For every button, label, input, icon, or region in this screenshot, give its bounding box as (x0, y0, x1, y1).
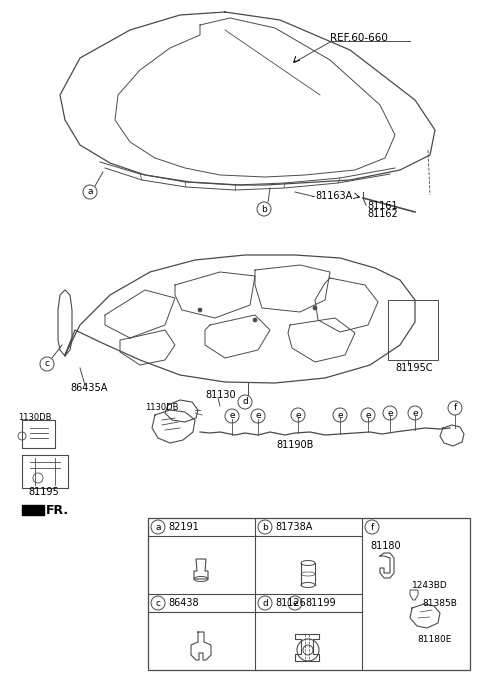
Text: d: d (262, 598, 268, 608)
Text: 81195: 81195 (28, 487, 59, 497)
Text: 81190B: 81190B (276, 440, 314, 450)
Text: e: e (295, 410, 301, 420)
Text: 1130DB: 1130DB (18, 414, 51, 422)
Text: 82191: 82191 (168, 522, 199, 532)
Text: e: e (365, 410, 371, 420)
Text: 81126: 81126 (275, 598, 306, 608)
Text: 86438: 86438 (168, 598, 199, 608)
Text: a: a (155, 523, 161, 531)
Text: 81162: 81162 (367, 209, 398, 219)
Bar (148, 518, 470, 670)
Circle shape (313, 306, 317, 310)
Text: b: b (262, 523, 268, 531)
Text: a: a (87, 187, 93, 197)
Text: f: f (454, 404, 456, 412)
Text: FR.: FR. (46, 504, 69, 516)
Bar (388, 300, 438, 360)
Text: 81180E: 81180E (417, 635, 451, 644)
Text: 81385B: 81385B (422, 598, 457, 608)
Text: REF.60-660: REF.60-660 (330, 33, 388, 43)
Text: e: e (412, 408, 418, 418)
Text: c: c (45, 360, 49, 368)
Circle shape (198, 308, 202, 312)
Text: c: c (156, 598, 160, 608)
Text: 81738A: 81738A (275, 522, 312, 532)
Text: e: e (229, 412, 235, 420)
Text: 81161: 81161 (367, 201, 397, 211)
Text: e: e (387, 408, 393, 418)
Text: f: f (371, 523, 373, 531)
Circle shape (253, 318, 257, 322)
Text: e: e (337, 410, 343, 420)
Text: 81199: 81199 (305, 598, 336, 608)
Text: 86435A: 86435A (70, 383, 108, 393)
Text: 81195C: 81195C (395, 363, 432, 373)
Text: d: d (242, 397, 248, 406)
Text: 81180: 81180 (370, 541, 401, 551)
Text: 1243BD: 1243BD (412, 581, 448, 591)
Text: e: e (292, 598, 298, 608)
Text: 81130: 81130 (205, 390, 236, 400)
Text: 1130DB: 1130DB (145, 404, 179, 412)
Text: e: e (255, 412, 261, 420)
Text: 81163A: 81163A (315, 191, 352, 201)
Text: b: b (261, 205, 267, 214)
